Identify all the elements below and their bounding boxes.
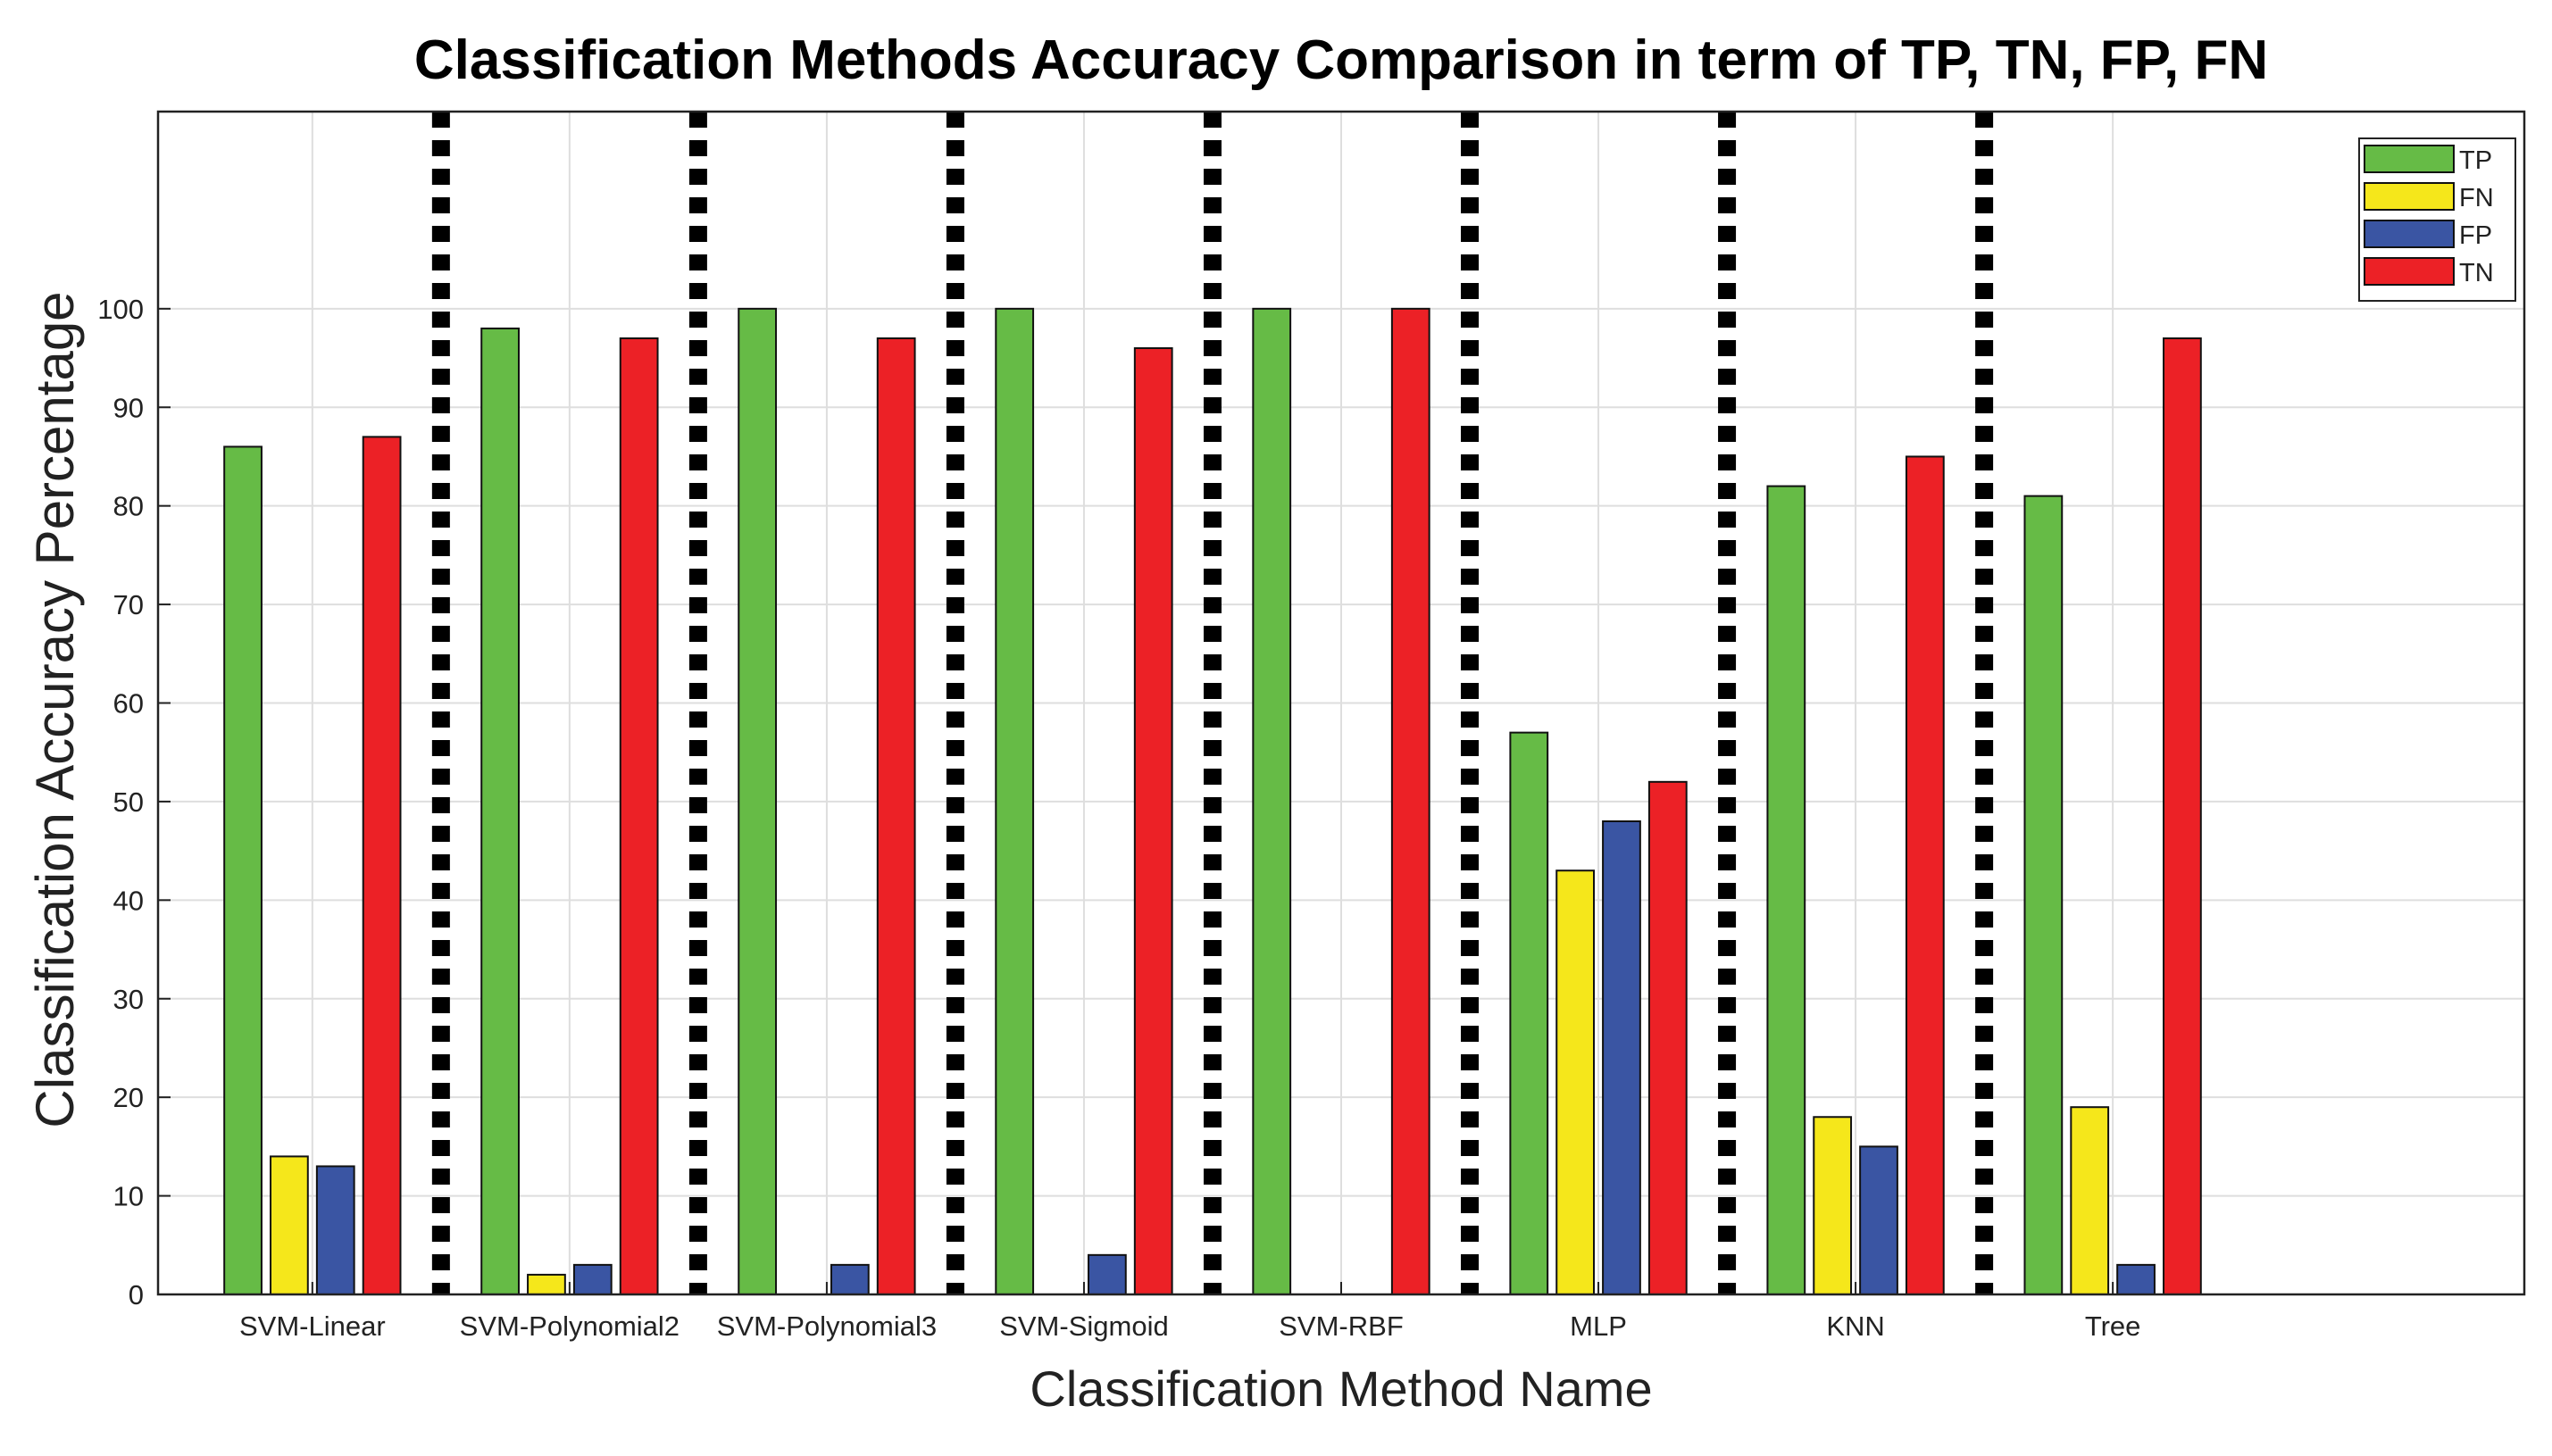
bar-tn (1905, 455, 1945, 1296)
category-separators (431, 112, 1994, 1294)
x-tick-label: SVM-RBF (1279, 1310, 1404, 1342)
x-tick-label: SVM-Polynomial2 (460, 1310, 680, 1342)
bar-tn (362, 436, 402, 1295)
y-tick-label: 60 (113, 688, 144, 720)
bar-fn (2070, 1106, 2110, 1296)
y-tick-label: 40 (113, 885, 144, 916)
y-tick-label: 0 (129, 1279, 144, 1310)
x-tick-label: MLP (1570, 1310, 1627, 1342)
bar-tn (1133, 347, 1173, 1295)
x-tick-label: KNN (1826, 1310, 1884, 1342)
y-tick-label: 20 (113, 1082, 144, 1113)
legend: TP FN FP TN (2358, 137, 2516, 302)
bar-fp (1087, 1253, 1127, 1296)
grid-lines (158, 112, 2524, 1294)
y-tick-label: 70 (113, 589, 144, 620)
chart-title: Classification Methods Accuracy Comparis… (414, 29, 2268, 91)
bar-fn (1555, 869, 1596, 1295)
bar-fp (572, 1263, 613, 1295)
bar-fp (1602, 820, 1641, 1295)
bar-fp (1859, 1145, 1898, 1295)
legend-label: TN (2459, 259, 2494, 287)
bar-tn (1390, 307, 1430, 1295)
y-tick-label: 50 (113, 786, 144, 818)
y-tick-label: 10 (113, 1181, 144, 1212)
legend-swatch-fp (2364, 220, 2455, 248)
bar-tp (1509, 731, 1549, 1295)
y-tick-label: 90 (113, 392, 144, 423)
legend-label: FP (2459, 221, 2492, 250)
bar-fp (2116, 1263, 2156, 1295)
bars (223, 307, 2202, 1296)
bar-fp (830, 1263, 870, 1295)
bar-tp (480, 327, 520, 1296)
bar-fn (1813, 1116, 1853, 1295)
y-tick-label: 80 (113, 491, 144, 522)
legend-label: TP (2459, 146, 2492, 175)
bar-fn (270, 1155, 309, 1295)
x-tick-label: SVM-Sigmoid (999, 1310, 1169, 1342)
legend-swatch-tp (2364, 145, 2455, 173)
bar-tn (1647, 780, 1688, 1295)
plot-area-frame (156, 110, 2526, 1296)
y-tick-label: 30 (113, 984, 144, 1015)
x-tick-label: SVM-Linear (239, 1310, 386, 1342)
bar-fp (315, 1165, 355, 1296)
bar-tp (223, 445, 263, 1295)
y-tick-label: 100 (97, 294, 144, 325)
x-tick-label: SVM-Polynomial3 (717, 1310, 937, 1342)
legend-label: FN (2459, 184, 2494, 212)
bar-tn (876, 337, 916, 1295)
bar-tp (995, 307, 1035, 1295)
y-axis-label: Classification Accuracy Percentage (25, 291, 85, 1127)
bar-tp (2023, 495, 2064, 1295)
bar-fn (527, 1273, 566, 1295)
bar-tp (738, 307, 778, 1295)
bar-tp (1252, 307, 1292, 1295)
bar-tn (2163, 337, 2202, 1295)
bar-tp (1766, 485, 1806, 1295)
legend-swatch-tn (2364, 257, 2455, 286)
x-axis-label: Classification Method Name (1030, 1360, 1652, 1417)
legend-swatch-fn (2364, 182, 2455, 211)
tick-labels: 0 10 20 30 40 50 60 70 80 90 100 SVM-Linear SVM-Poly… (97, 294, 2140, 1342)
bar-tn (619, 337, 659, 1295)
x-tick-label: Tree (2085, 1310, 2141, 1342)
